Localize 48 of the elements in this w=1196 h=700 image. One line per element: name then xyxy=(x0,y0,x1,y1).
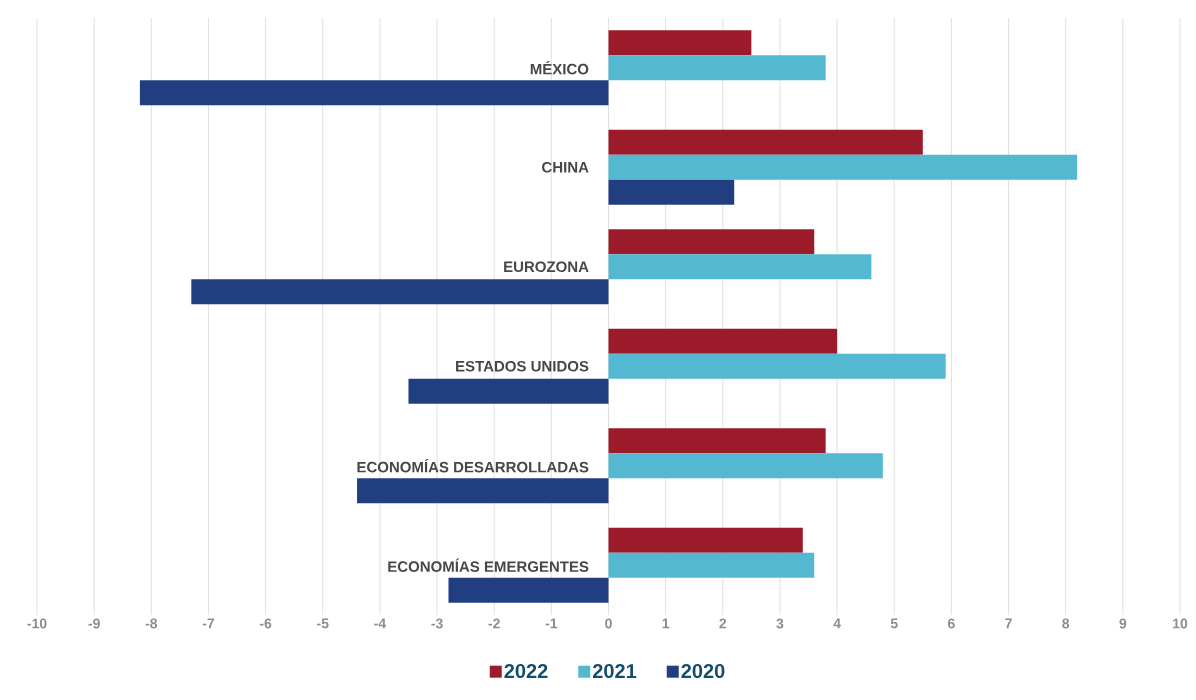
y-tick-label: MÉXICO xyxy=(530,61,589,75)
legend-label: 2021 xyxy=(592,663,637,679)
x-tick-label: -3 xyxy=(431,618,443,629)
bar xyxy=(408,378,609,404)
y-tick-label: ESTADOS UNIDOS xyxy=(456,360,589,372)
y-tick-label: CHINA xyxy=(542,161,589,173)
x-tick-label: -4 xyxy=(374,618,387,629)
x-tick-label: 8 xyxy=(1062,618,1070,629)
x-tick-label: 2 xyxy=(719,618,727,629)
bar xyxy=(448,577,609,603)
bar xyxy=(608,453,883,479)
legend-label: 2020 xyxy=(681,663,725,679)
bar xyxy=(608,254,872,280)
x-tick-label: 9 xyxy=(1119,618,1127,629)
bar xyxy=(608,229,815,255)
bar xyxy=(608,353,946,379)
x-tick-label: -2 xyxy=(488,618,500,629)
bar xyxy=(608,55,826,81)
bar xyxy=(608,30,752,56)
x-tick-label: 6 xyxy=(948,618,955,629)
x-tick-label: 1 xyxy=(662,618,670,629)
x-tick-label: 5 xyxy=(890,618,898,629)
x-tick-label: -8 xyxy=(145,618,158,629)
x-tick-label: -7 xyxy=(202,618,215,629)
x-tick-label: 4 xyxy=(833,618,841,629)
bar xyxy=(357,478,609,504)
bar xyxy=(608,552,815,578)
x-tick-label: -5 xyxy=(317,618,329,629)
bar xyxy=(608,179,735,205)
bar xyxy=(608,328,838,354)
y-tick-label: ECONOMÍAS EMERGENTES xyxy=(388,558,589,572)
x-tick-label: -10 xyxy=(27,618,47,629)
x-tick-label: -9 xyxy=(88,618,100,629)
bar xyxy=(608,129,923,155)
bar xyxy=(608,527,803,553)
bar xyxy=(608,428,826,454)
bar xyxy=(608,154,1078,180)
x-tick-label: -6 xyxy=(259,618,272,629)
x-tick-label: 3 xyxy=(776,618,784,629)
y-tick-label: ECONOMÍAS DESARROLLADAS xyxy=(357,459,589,473)
legend-label: 2022 xyxy=(504,663,548,679)
x-tick-label: -1 xyxy=(545,618,558,629)
bar xyxy=(139,80,609,106)
x-tick-label: 10 xyxy=(1173,618,1188,629)
bar xyxy=(191,279,609,305)
x-tick-label: 7 xyxy=(1005,618,1012,629)
y-tick-label: EUROZONA xyxy=(504,261,589,273)
x-tick-label: 0 xyxy=(605,618,612,629)
